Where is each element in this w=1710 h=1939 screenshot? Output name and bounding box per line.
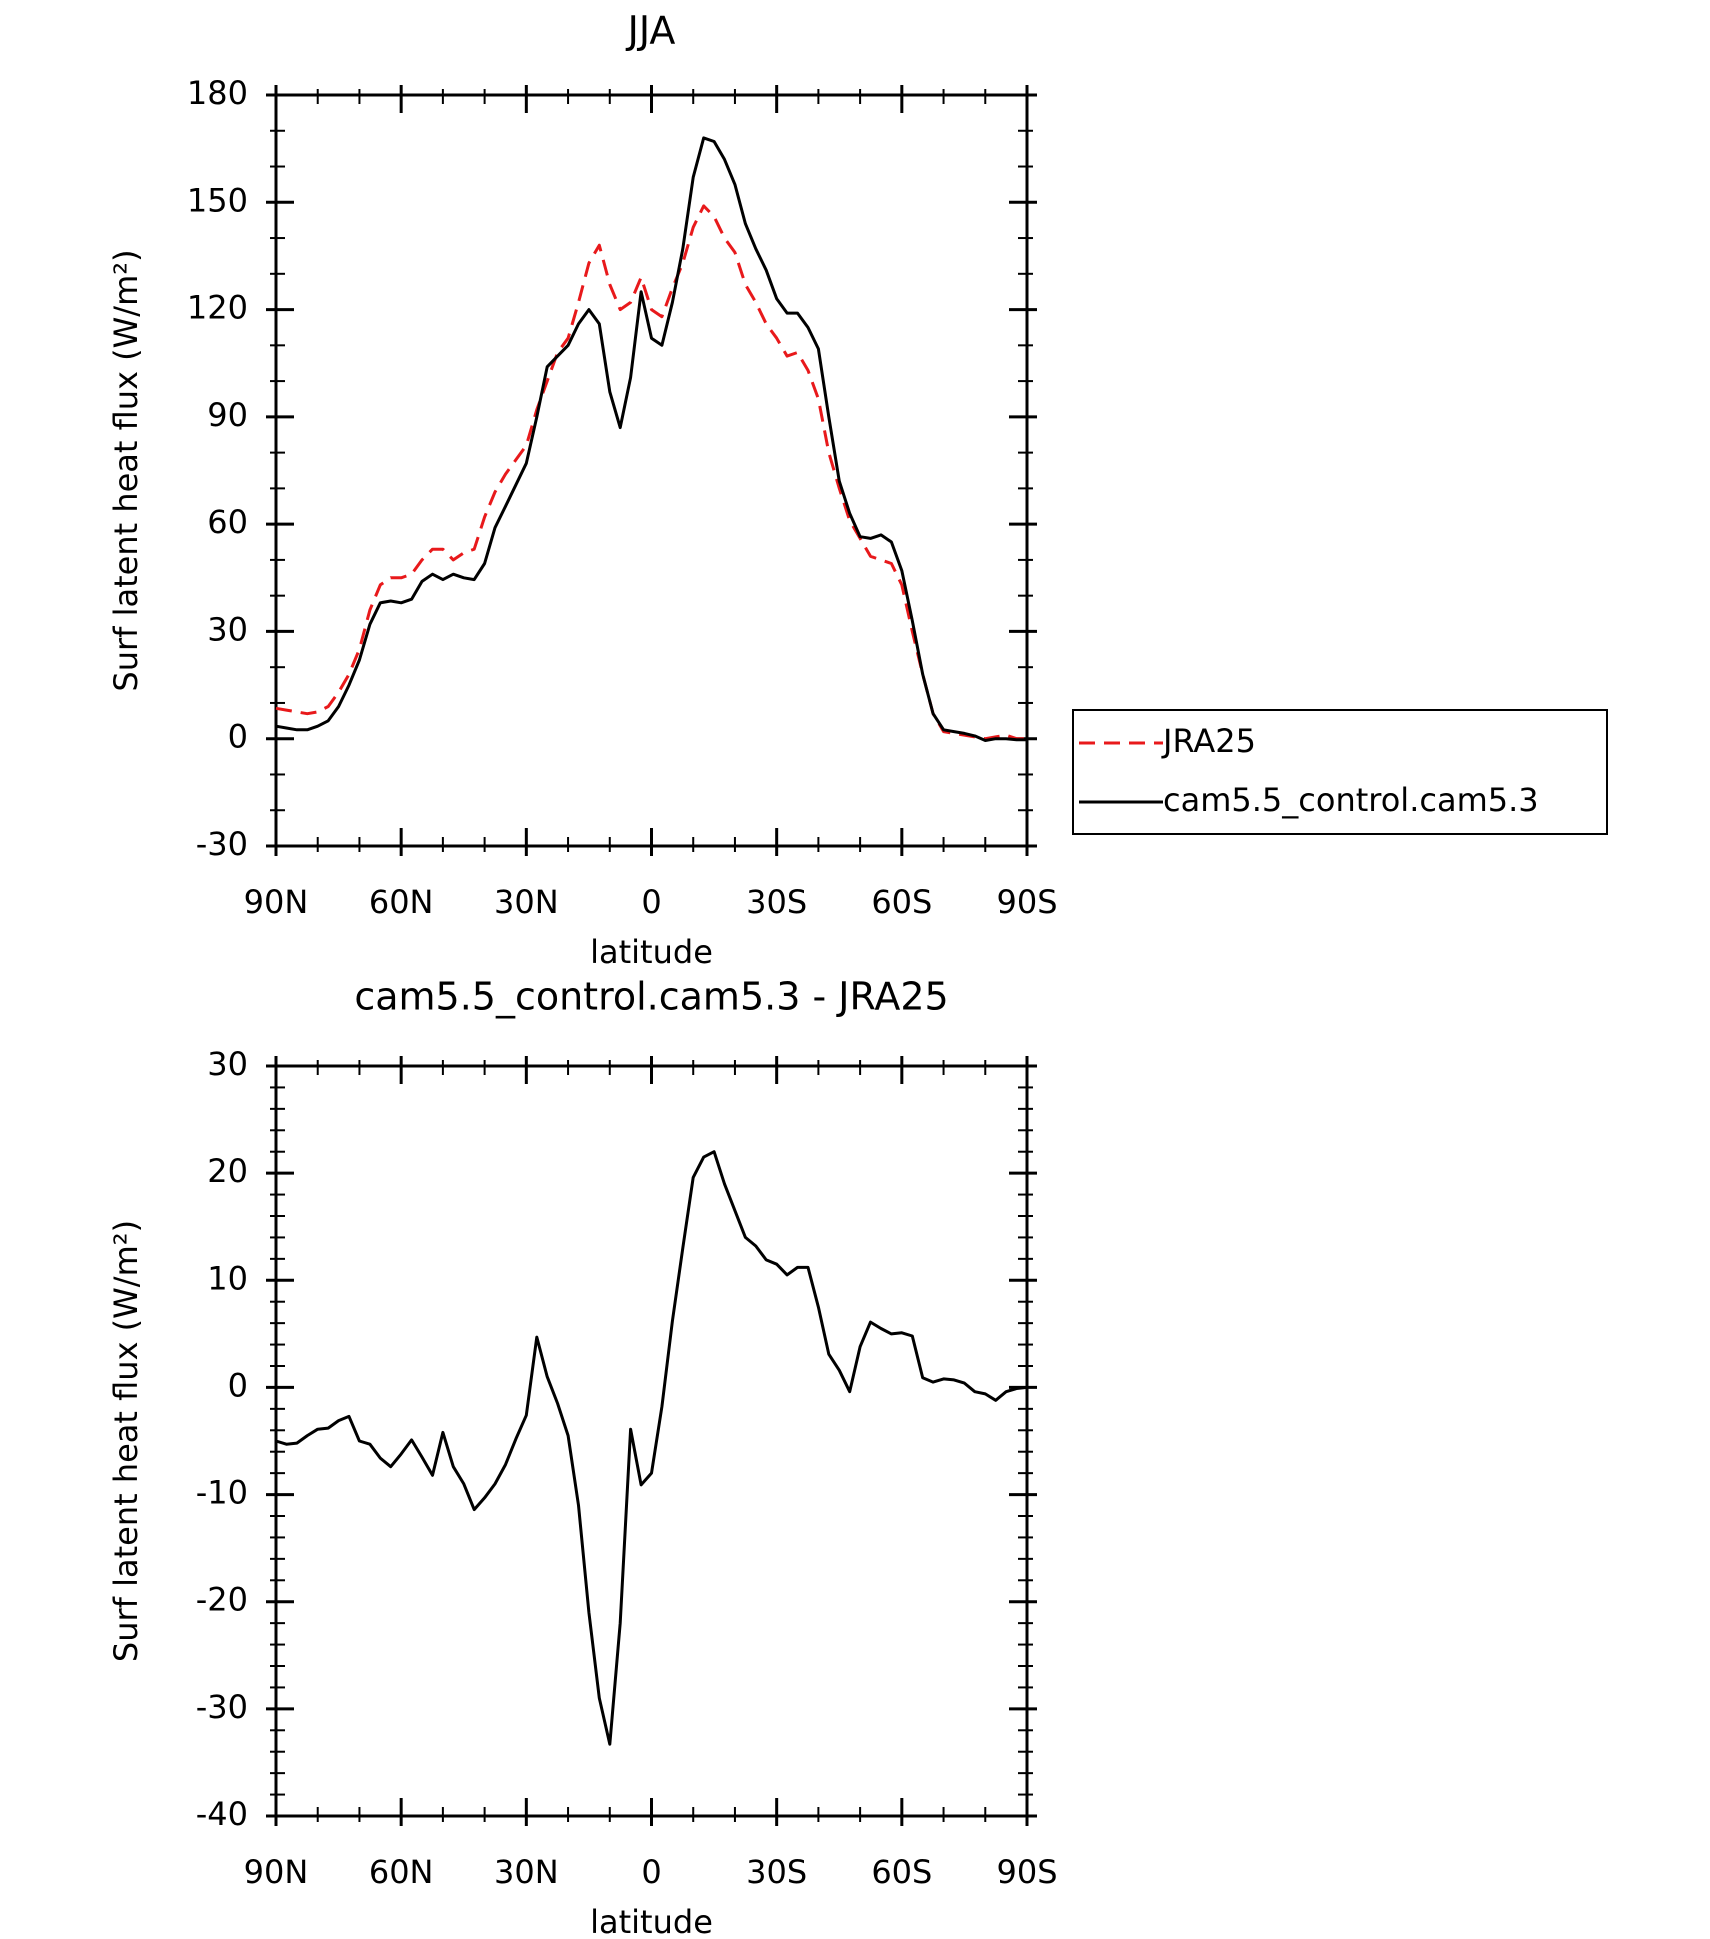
chart-title: cam5.5_control.cam5.3 - JRA25 [354,975,948,1019]
x-axis-label: latitude [590,933,713,971]
data-line [275,1150,1028,1746]
legend-box [1072,709,1608,835]
y-tick-label: -40 [196,1795,248,1833]
y-tick-label: 0 [228,1366,248,1404]
plot-frame [274,93,1029,848]
x-tick-label: 60S [871,1853,932,1891]
x-tick-label: 90N [244,1853,309,1891]
x-tick-label: 30N [494,883,559,921]
x-tick-label: 0 [641,1853,661,1891]
x-tick-label: 90N [244,883,309,921]
y-axis-label: Surf latent heat flux (W/m²) [107,249,145,691]
y-axis-label: Surf latent heat flux (W/m²) [107,1220,145,1662]
x-tick-label: 60N [369,1853,434,1891]
y-tick-label: 150 [187,181,248,219]
data-line [275,136,1027,742]
x-tick-label: 60N [369,883,434,921]
x-tick-label: 90S [996,1853,1057,1891]
x-tick-label: 0 [641,883,661,921]
x-tick-label: 30S [746,1853,807,1891]
x-axis-label: latitude [590,1903,713,1939]
chart-title: JJA [626,9,676,53]
y-tick-label: -20 [196,1581,248,1619]
x-tick-label: 30S [746,883,807,921]
y-tick-label: 20 [207,1152,248,1190]
y-tick-label: 0 [228,718,248,756]
x-tick-label: 30N [494,1853,559,1891]
legend-label: JRA25 [1161,722,1256,760]
y-tick-label: 60 [207,503,248,541]
data-line [275,204,1027,741]
x-tick-label: 60S [871,883,932,921]
x-tick-label: 90S [996,883,1057,921]
y-tick-label: -10 [196,1474,248,1512]
y-tick-label: -30 [196,825,248,863]
y-tick-label: 90 [207,396,248,434]
y-tick-label: 30 [207,610,248,648]
y-tick-label: 30 [207,1045,248,1083]
y-tick-label: -30 [196,1688,248,1726]
y-tick-label: 10 [207,1259,248,1297]
legend-label: cam5.5_control.cam5.3 [1163,781,1539,819]
y-tick-label: 180 [187,74,248,112]
plot-frame [274,1064,1029,1818]
y-tick-label: 120 [187,289,248,327]
